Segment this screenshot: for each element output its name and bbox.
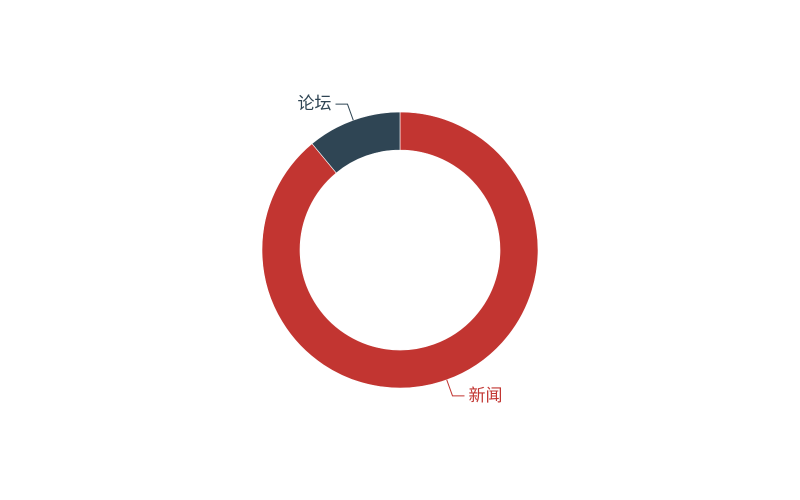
- slice-1[interactable]: [311, 111, 401, 174]
- slices-layer: [261, 111, 539, 389]
- slice-label-0: 新闻: [469, 386, 503, 406]
- labels-layer: 新闻 论坛: [297, 94, 502, 406]
- leader-line-1: [335, 103, 354, 121]
- leader-line-0: [446, 379, 465, 397]
- slice-label-1: 论坛: [297, 94, 331, 114]
- slice-0[interactable]: [261, 111, 539, 389]
